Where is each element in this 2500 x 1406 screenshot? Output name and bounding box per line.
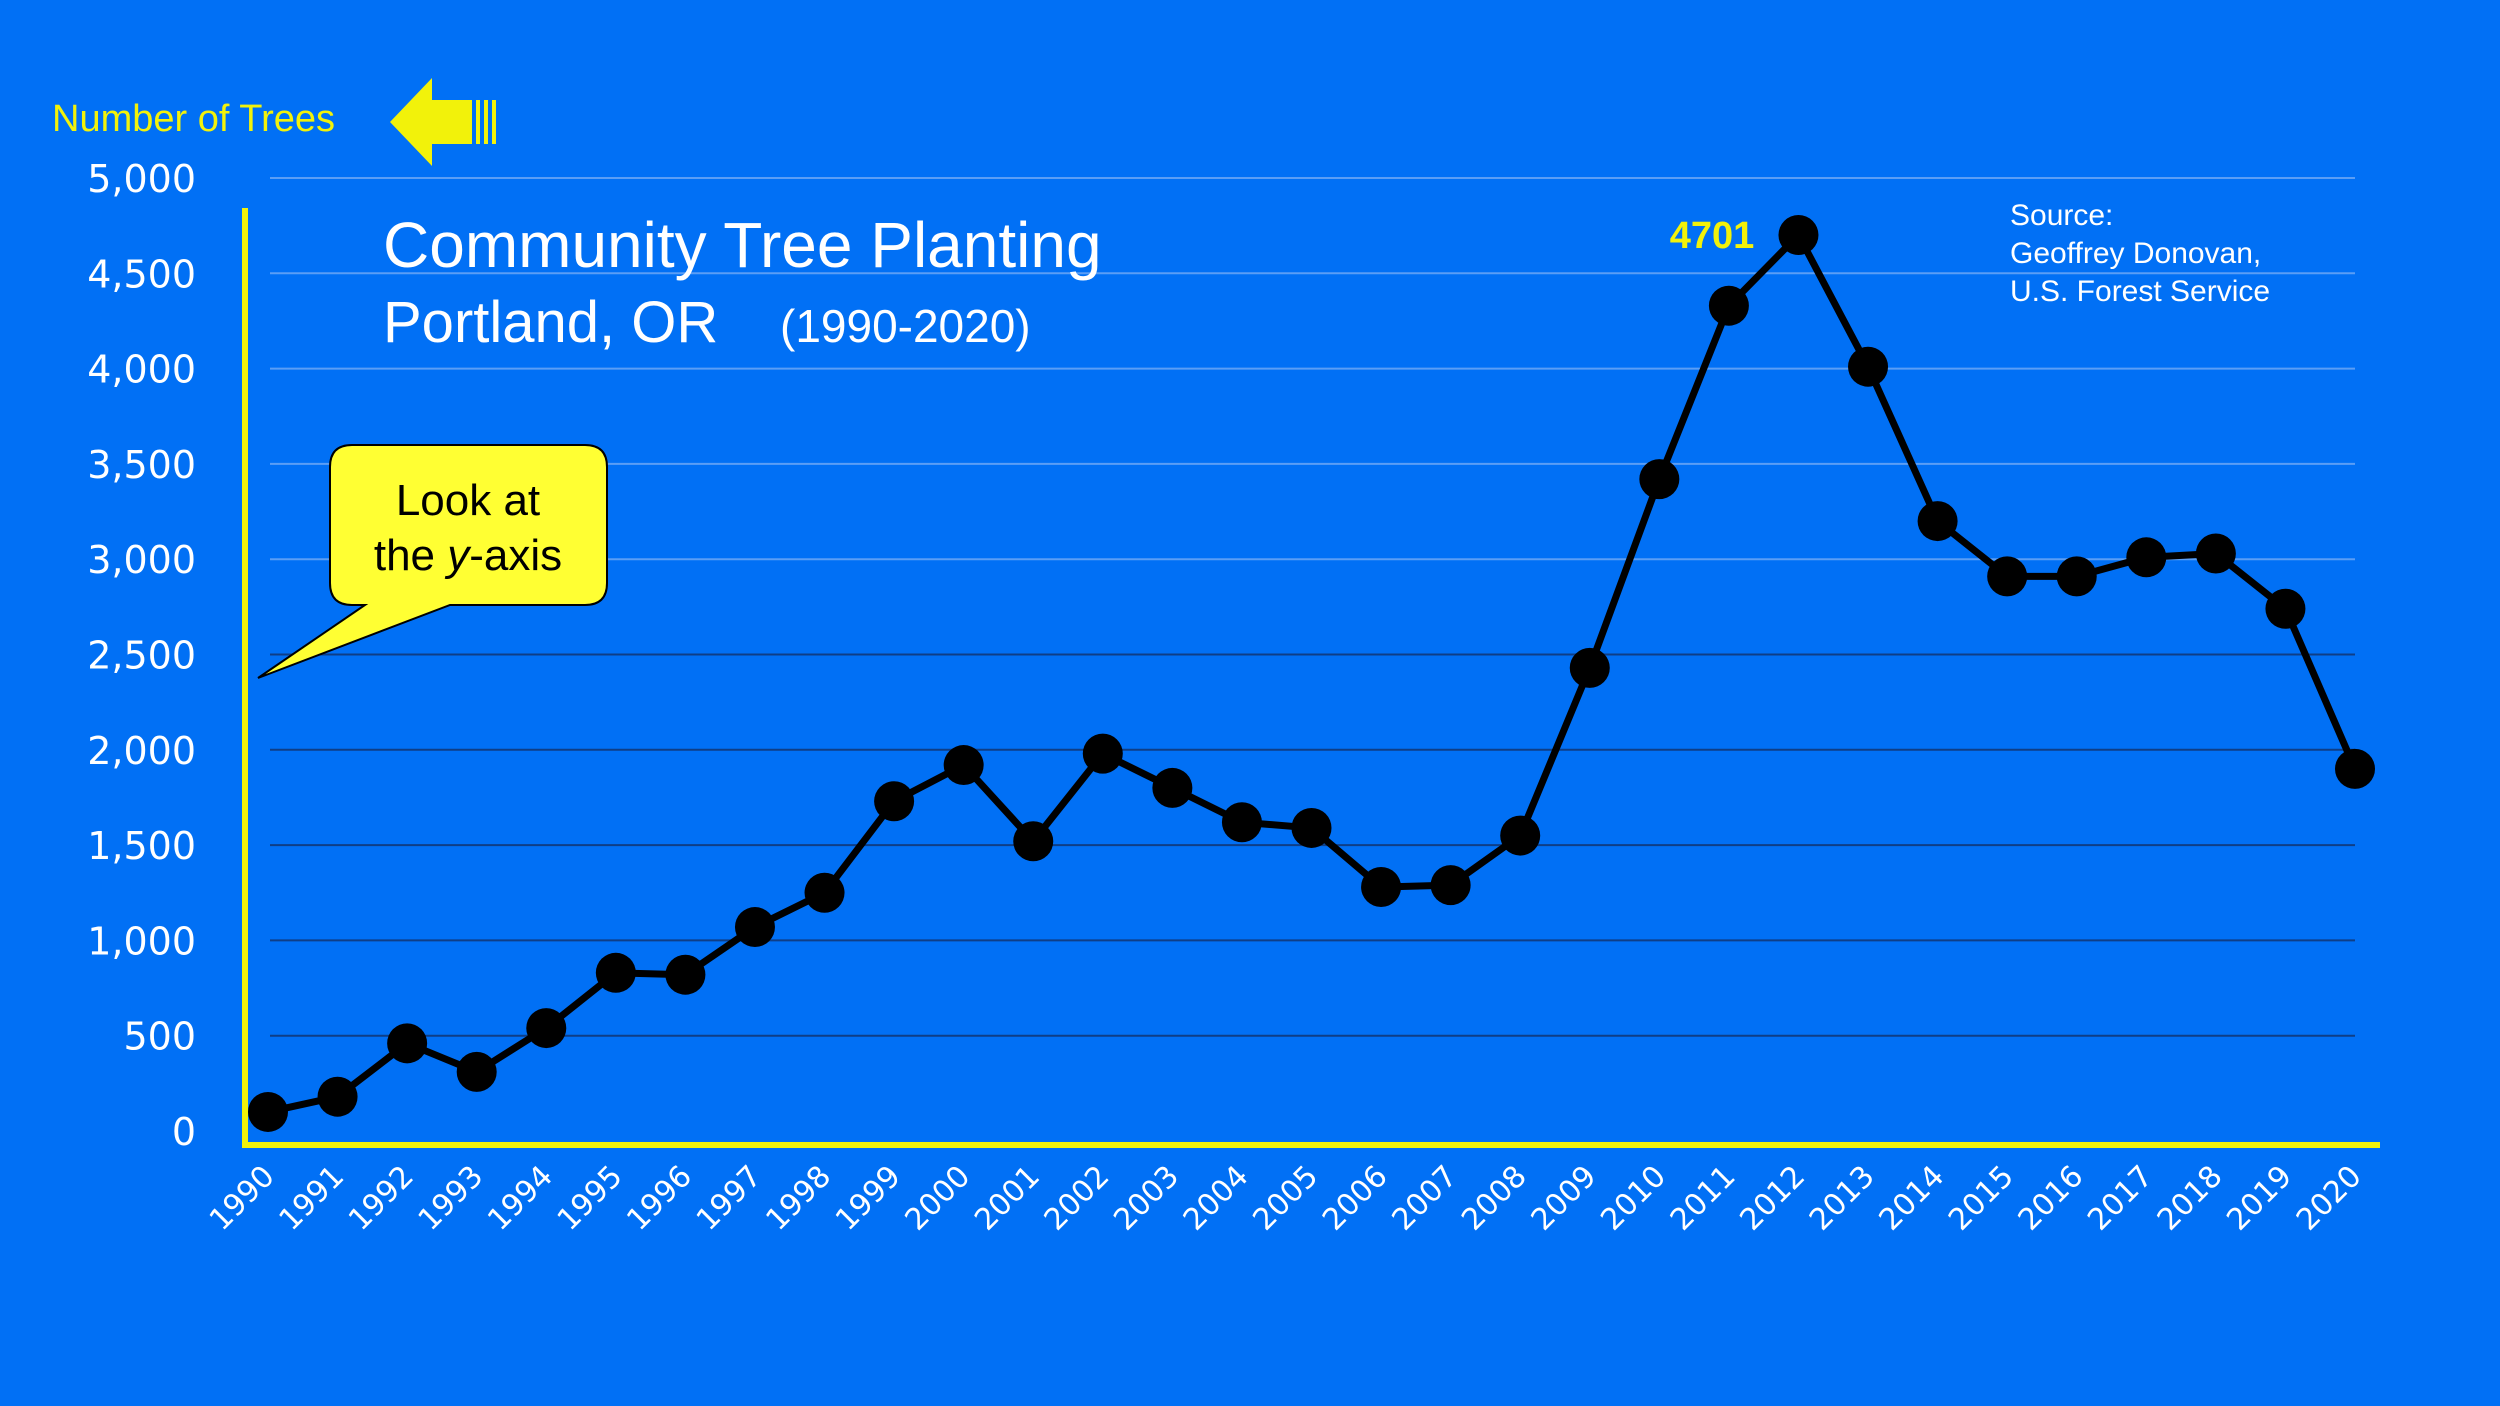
x-tick-label: 2014 <box>1873 1159 1952 1238</box>
data-point <box>1430 865 1471 906</box>
x-tick-label: 1996 <box>620 1159 699 1238</box>
source-author: Geoffrey Donovan, <box>2010 237 2261 270</box>
y-tick-label: 2,500 <box>87 634 196 678</box>
series-line <box>267 231 2359 1116</box>
data-point <box>1221 802 1262 843</box>
y-tick-label: 1,000 <box>87 919 196 963</box>
series-group <box>248 214 2375 1132</box>
x-tick-label: 2006 <box>1316 1159 1395 1238</box>
y-tick-label: 0 <box>172 1110 196 1154</box>
y-tick-labels: 0 500 1,000 1,500 2,000 2,500 3,000 3,500 4,000 4… <box>87 157 196 1154</box>
data-point <box>943 745 984 786</box>
x-tick-label: 1992 <box>342 1159 421 1238</box>
x-tick-label: 1998 <box>759 1159 838 1238</box>
y-tick-label: 3,500 <box>87 443 196 487</box>
x-tick-labels: 1990199119921993199419951996199719981999… <box>203 1159 2369 1238</box>
data-point <box>804 872 845 913</box>
x-tick-label: 2015 <box>1942 1159 2021 1238</box>
data-point <box>1152 767 1193 808</box>
x-tick-label: 2005 <box>1246 1159 1325 1238</box>
data-point <box>1361 867 1402 908</box>
y-tick-label: 500 <box>123 1015 196 1059</box>
x-tick-label: 2011 <box>1664 1159 1743 1238</box>
x-tick-label: 2010 <box>1594 1159 1673 1238</box>
x-tick-label: 2020 <box>2290 1159 2369 1238</box>
x-tick-label: 2007 <box>1386 1159 1465 1238</box>
x-tick-label: 1994 <box>481 1159 560 1238</box>
source-org: U.S. Forest Service <box>2010 275 2270 308</box>
x-tick-label: 2009 <box>1525 1159 1604 1238</box>
x-tick-label: 1991 <box>272 1159 351 1238</box>
x-tick-label: 2001 <box>968 1159 1047 1238</box>
arrow-left-icon <box>390 78 496 166</box>
x-tick-label: 1993 <box>412 1159 491 1238</box>
x-tick-label: 1999 <box>829 1159 908 1238</box>
gridlines <box>270 177 2355 1037</box>
data-point <box>1917 501 1958 542</box>
chart-title: Community Tree Planting <box>383 209 1102 281</box>
x-tick-label: 2000 <box>899 1159 978 1238</box>
x-tick-label: 2013 <box>1803 1159 1882 1238</box>
data-point <box>1848 346 1889 387</box>
data-point <box>1708 285 1749 326</box>
x-tick-label: 2017 <box>2081 1159 2160 1238</box>
y-tick-label: 1,500 <box>87 824 196 868</box>
x-tick-label: 2003 <box>1107 1159 1186 1238</box>
callout-bubble: Look at the y-axis <box>257 444 608 679</box>
callout-line2: the y-axis <box>374 531 562 580</box>
x-tick-label: 2004 <box>1177 1159 1256 1238</box>
source-label: Source: <box>2010 199 2113 232</box>
data-point <box>1500 815 1541 856</box>
y-tick-label: 3,000 <box>87 538 196 582</box>
chart-subtitle-range: (1990-2020) <box>780 300 1031 352</box>
x-tick-label: 2018 <box>2151 1159 2230 1238</box>
data-point <box>1013 821 1054 862</box>
data-point <box>526 1008 567 1049</box>
data-point <box>2335 748 2375 789</box>
data-point <box>1987 556 2028 597</box>
data-point <box>2265 588 2306 629</box>
data-point <box>1291 807 1332 848</box>
data-point <box>387 1023 428 1064</box>
x-tick-label: 1995 <box>551 1159 630 1238</box>
y-tick-label: 4,000 <box>87 348 196 392</box>
data-point <box>665 954 706 995</box>
data-point <box>456 1051 497 1092</box>
data-point <box>2056 556 2097 597</box>
x-tick-label: 1997 <box>690 1159 769 1238</box>
data-point <box>1778 214 1819 255</box>
data-point <box>317 1076 358 1117</box>
data-point <box>2126 537 2167 578</box>
peak-value-label: 4701 <box>1670 215 1755 257</box>
x-tick-label: 2019 <box>2220 1159 2299 1238</box>
data-point <box>2195 533 2236 574</box>
data-point <box>248 1091 288 1132</box>
x-tick-label: 2008 <box>1455 1159 1534 1238</box>
y-tick-label: 2,000 <box>87 729 196 773</box>
data-point <box>1639 459 1680 500</box>
y-tick-label: 5,000 <box>87 157 196 201</box>
data-point <box>734 907 775 948</box>
x-tick-label: 2002 <box>1038 1159 1117 1238</box>
x-tick-label: 2012 <box>1733 1159 1812 1238</box>
data-point <box>1082 733 1123 774</box>
x-tick-label: 2016 <box>2012 1159 2091 1238</box>
y-axis-title: Number of Trees <box>52 98 335 140</box>
data-point <box>595 952 636 993</box>
x-tick-label: 1990 <box>203 1159 282 1238</box>
y-tick-label: 4,500 <box>87 252 196 296</box>
chart-subtitle-place: Portland, OR <box>383 290 718 355</box>
data-point <box>874 781 915 822</box>
data-point <box>1569 647 1610 688</box>
callout-line1: Look at <box>396 476 540 525</box>
